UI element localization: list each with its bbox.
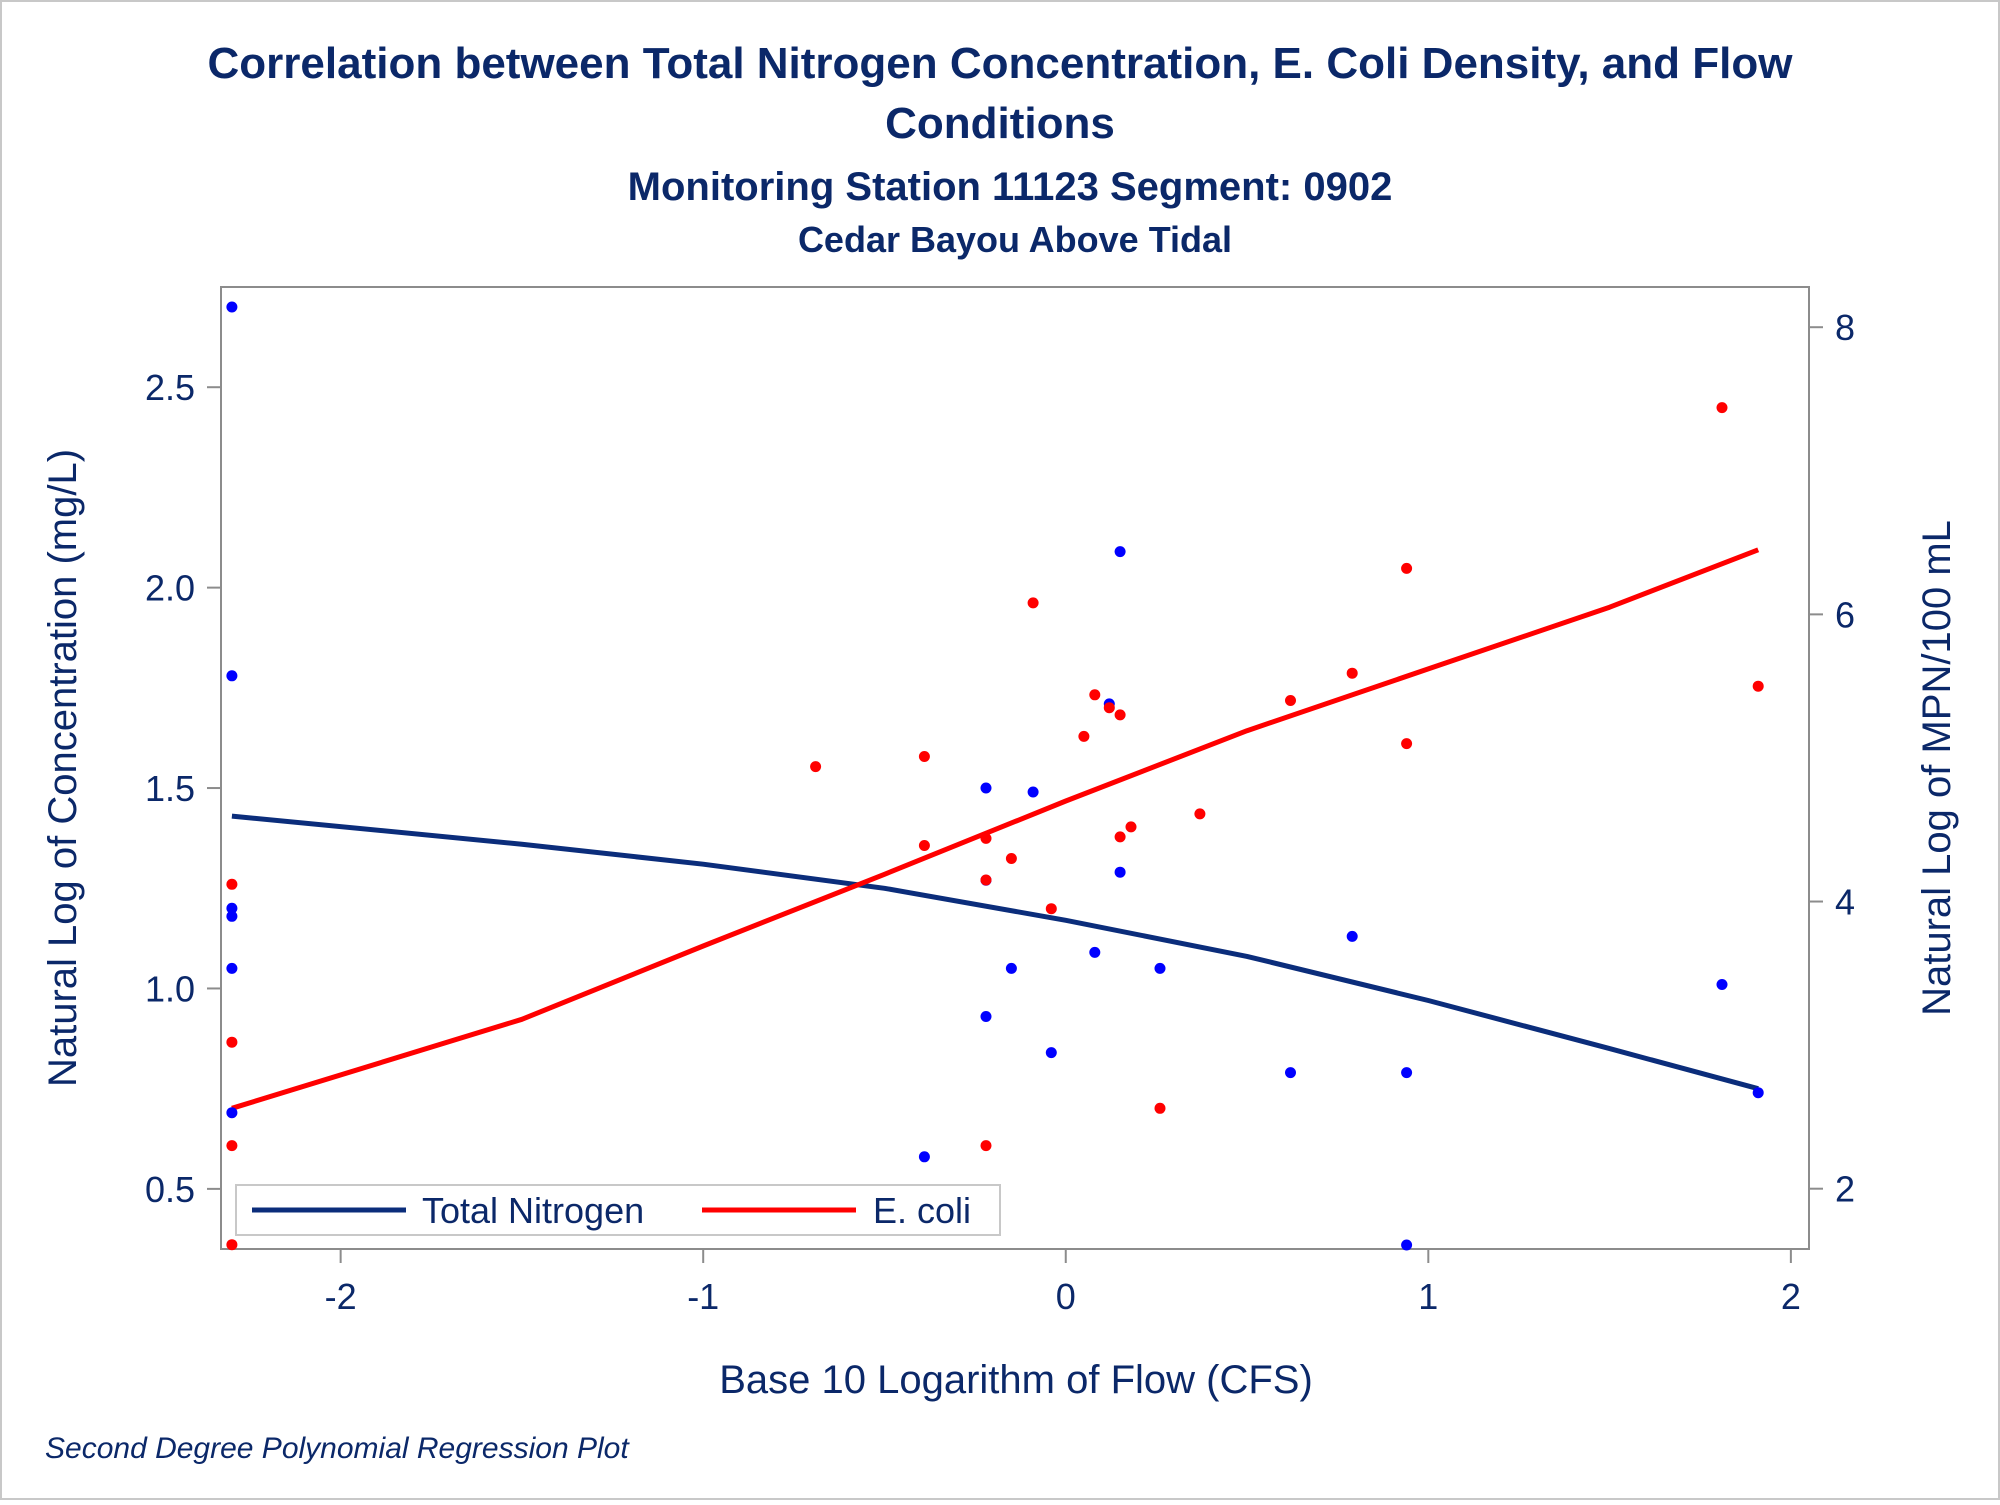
x-axis-label: Base 10 Logarithm of Flow (CFS) (719, 1358, 1313, 1402)
data-point-total-nitrogen (1285, 1067, 1296, 1079)
chart-title-line-2: Conditions (885, 99, 1115, 148)
data-point-total-nitrogen (226, 910, 238, 922)
y-tick-label: 0.5 (145, 1169, 195, 1210)
legend: Total Nitrogen E. coli (235, 1184, 1001, 1236)
data-point-e-coli (918, 840, 930, 851)
data-point-e-coli (1285, 695, 1296, 706)
data-point-total-nitrogen (226, 670, 238, 682)
data-point-e-coli (1401, 562, 1413, 574)
y-tick-label: 2.5 (145, 367, 195, 408)
data-point-e-coli (980, 874, 992, 886)
data-point-total-nitrogen (226, 962, 238, 974)
y-axis-label: Natural Log of Concentration (mg/L) (41, 449, 85, 1087)
data-point-total-nitrogen (1005, 962, 1017, 974)
y2-tick-label: 6 (1835, 594, 1855, 635)
data-point-total-nitrogen (1027, 786, 1039, 798)
legend-box (235, 1184, 1001, 1236)
data-point-e-coli (1716, 402, 1728, 414)
y-tick-label: 2.0 (145, 568, 195, 609)
data-point-e-coli (1045, 903, 1057, 915)
data-point-e-coli (918, 751, 930, 762)
data-point-total-nitrogen (1346, 930, 1358, 942)
data-point-e-coli (1078, 730, 1090, 742)
data-point-total-nitrogen (226, 1107, 238, 1119)
y2-tick-label: 2 (1835, 1169, 1855, 1210)
x-tick-label: 0 (1056, 1276, 1076, 1317)
data-point-e-coli (226, 1239, 238, 1251)
data-point-total-nitrogen (980, 1011, 992, 1022)
y-tick-label: 1.5 (145, 768, 195, 809)
data-point-e-coli (1027, 597, 1039, 609)
data-point-e-coli (1089, 689, 1101, 701)
data-point-e-coli (226, 878, 238, 890)
data-point-e-coli (1005, 853, 1017, 864)
scatter-points (226, 301, 1764, 1251)
data-point-e-coli (1114, 709, 1126, 721)
data-point-e-coli (980, 832, 992, 844)
data-point-e-coli (1401, 738, 1413, 750)
y2-axis-label: Natural Log of MPN/100 mL (1915, 520, 1959, 1016)
plot-area (220, 286, 1810, 1250)
data-point-e-coli (1114, 831, 1126, 843)
x-tick-label: 1 (1418, 1276, 1438, 1317)
x-tick-label: -1 (687, 1276, 719, 1317)
data-point-e-coli (980, 1140, 992, 1152)
chart-title-line-1: Correlation between Total Nitrogen Conce… (208, 39, 1794, 88)
regression-lines (231, 547, 1760, 1111)
data-point-total-nitrogen (1045, 1047, 1057, 1059)
data-point-total-nitrogen (1114, 866, 1126, 878)
data-point-total-nitrogen (1114, 546, 1126, 558)
legend-label-total-nitrogen: Total Nitrogen (422, 1190, 644, 1231)
fit-line-e-coli (231, 547, 1760, 1111)
chart-subtitle-2: Cedar Bayou Above Tidal (798, 219, 1232, 260)
data-point-e-coli (1346, 667, 1358, 679)
y2-tick-label: 4 (1835, 882, 1855, 923)
data-point-total-nitrogen (918, 1151, 930, 1163)
data-point-e-coli (1103, 702, 1115, 714)
x-tick-label: 2 (1781, 1276, 1801, 1317)
footnote: Second Degree Polynomial Regression Plot (45, 1432, 630, 1465)
legend-label-e-coli: E. coli (873, 1190, 971, 1231)
data-point-total-nitrogen (1154, 962, 1166, 974)
data-point-total-nitrogen (1401, 1239, 1413, 1251)
x-tick-label: -2 (325, 1276, 357, 1317)
y-axis-left: 0.5 1.0 1.5 2.0 2.5 (145, 367, 221, 1210)
data-point-e-coli (810, 761, 822, 773)
data-point-total-nitrogen (980, 782, 992, 794)
y-axis-right: 2 4 6 8 (1809, 307, 1855, 1210)
data-point-e-coli (226, 1036, 238, 1048)
data-point-e-coli (1194, 808, 1206, 820)
fit-line-total-nitrogen (231, 813, 1759, 1092)
data-point-total-nitrogen (1752, 1087, 1764, 1099)
data-point-e-coli (1752, 680, 1764, 692)
data-point-total-nitrogen (1716, 979, 1728, 990)
y-tick-label: 1.0 (145, 968, 195, 1009)
chart-subtitle: Monitoring Station 11123 Segment: 0902 (628, 165, 1393, 209)
data-point-total-nitrogen (1089, 946, 1101, 958)
data-point-e-coli (226, 1140, 238, 1152)
x-axis: -2 -1 0 1 2 (325, 1249, 1801, 1317)
data-point-e-coli (1125, 821, 1137, 833)
data-point-total-nitrogen (226, 902, 238, 914)
y2-tick-label: 8 (1835, 307, 1855, 348)
data-point-total-nitrogen (226, 301, 238, 313)
data-point-total-nitrogen (1401, 1067, 1413, 1079)
data-point-e-coli (1154, 1102, 1166, 1114)
